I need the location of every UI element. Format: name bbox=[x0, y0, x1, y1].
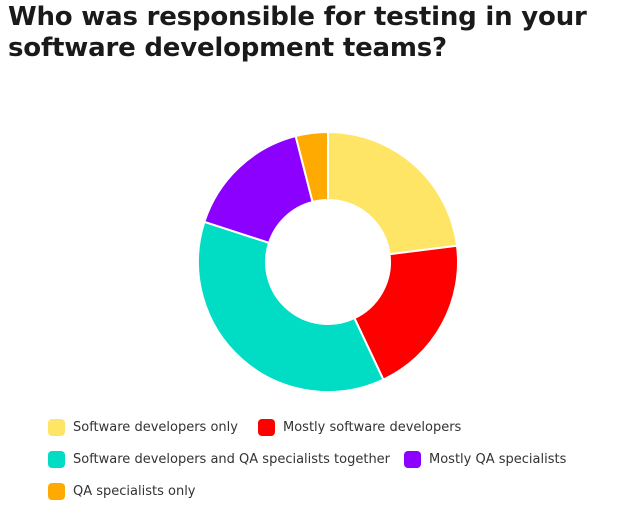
legend-label: QA specialists only bbox=[73, 484, 196, 499]
donut-slice-4[interactable] bbox=[203, 134, 314, 245]
legend-label: Mostly QA specialists bbox=[429, 452, 567, 467]
legend-swatch bbox=[48, 483, 65, 500]
legend-item[interactable]: Mostly software developers bbox=[258, 419, 461, 436]
legend-item[interactable]: Mostly QA specialists bbox=[404, 451, 566, 468]
legend-label: Software developers only bbox=[73, 420, 238, 435]
donut-slice-5[interactable] bbox=[294, 130, 329, 204]
legend-item[interactable]: Software developers and QA specialists t… bbox=[48, 451, 390, 468]
legend-swatch bbox=[258, 419, 275, 436]
donut-slice-2[interactable] bbox=[353, 244, 459, 381]
donut-slice-3[interactable] bbox=[197, 220, 385, 393]
legend-swatch bbox=[48, 451, 65, 468]
chart-title: Who was responsible for testing in your … bbox=[8, 2, 587, 63]
legend-label: Software developers and QA specialists t… bbox=[73, 452, 391, 467]
legend-item[interactable]: Software developers only bbox=[48, 419, 238, 436]
legend-swatch bbox=[48, 419, 65, 436]
donut-slice-1[interactable] bbox=[327, 130, 459, 256]
legend-swatch bbox=[404, 451, 421, 468]
legend-item[interactable]: QA specialists only bbox=[48, 483, 196, 500]
legend-label: Mostly software developers bbox=[283, 420, 462, 435]
